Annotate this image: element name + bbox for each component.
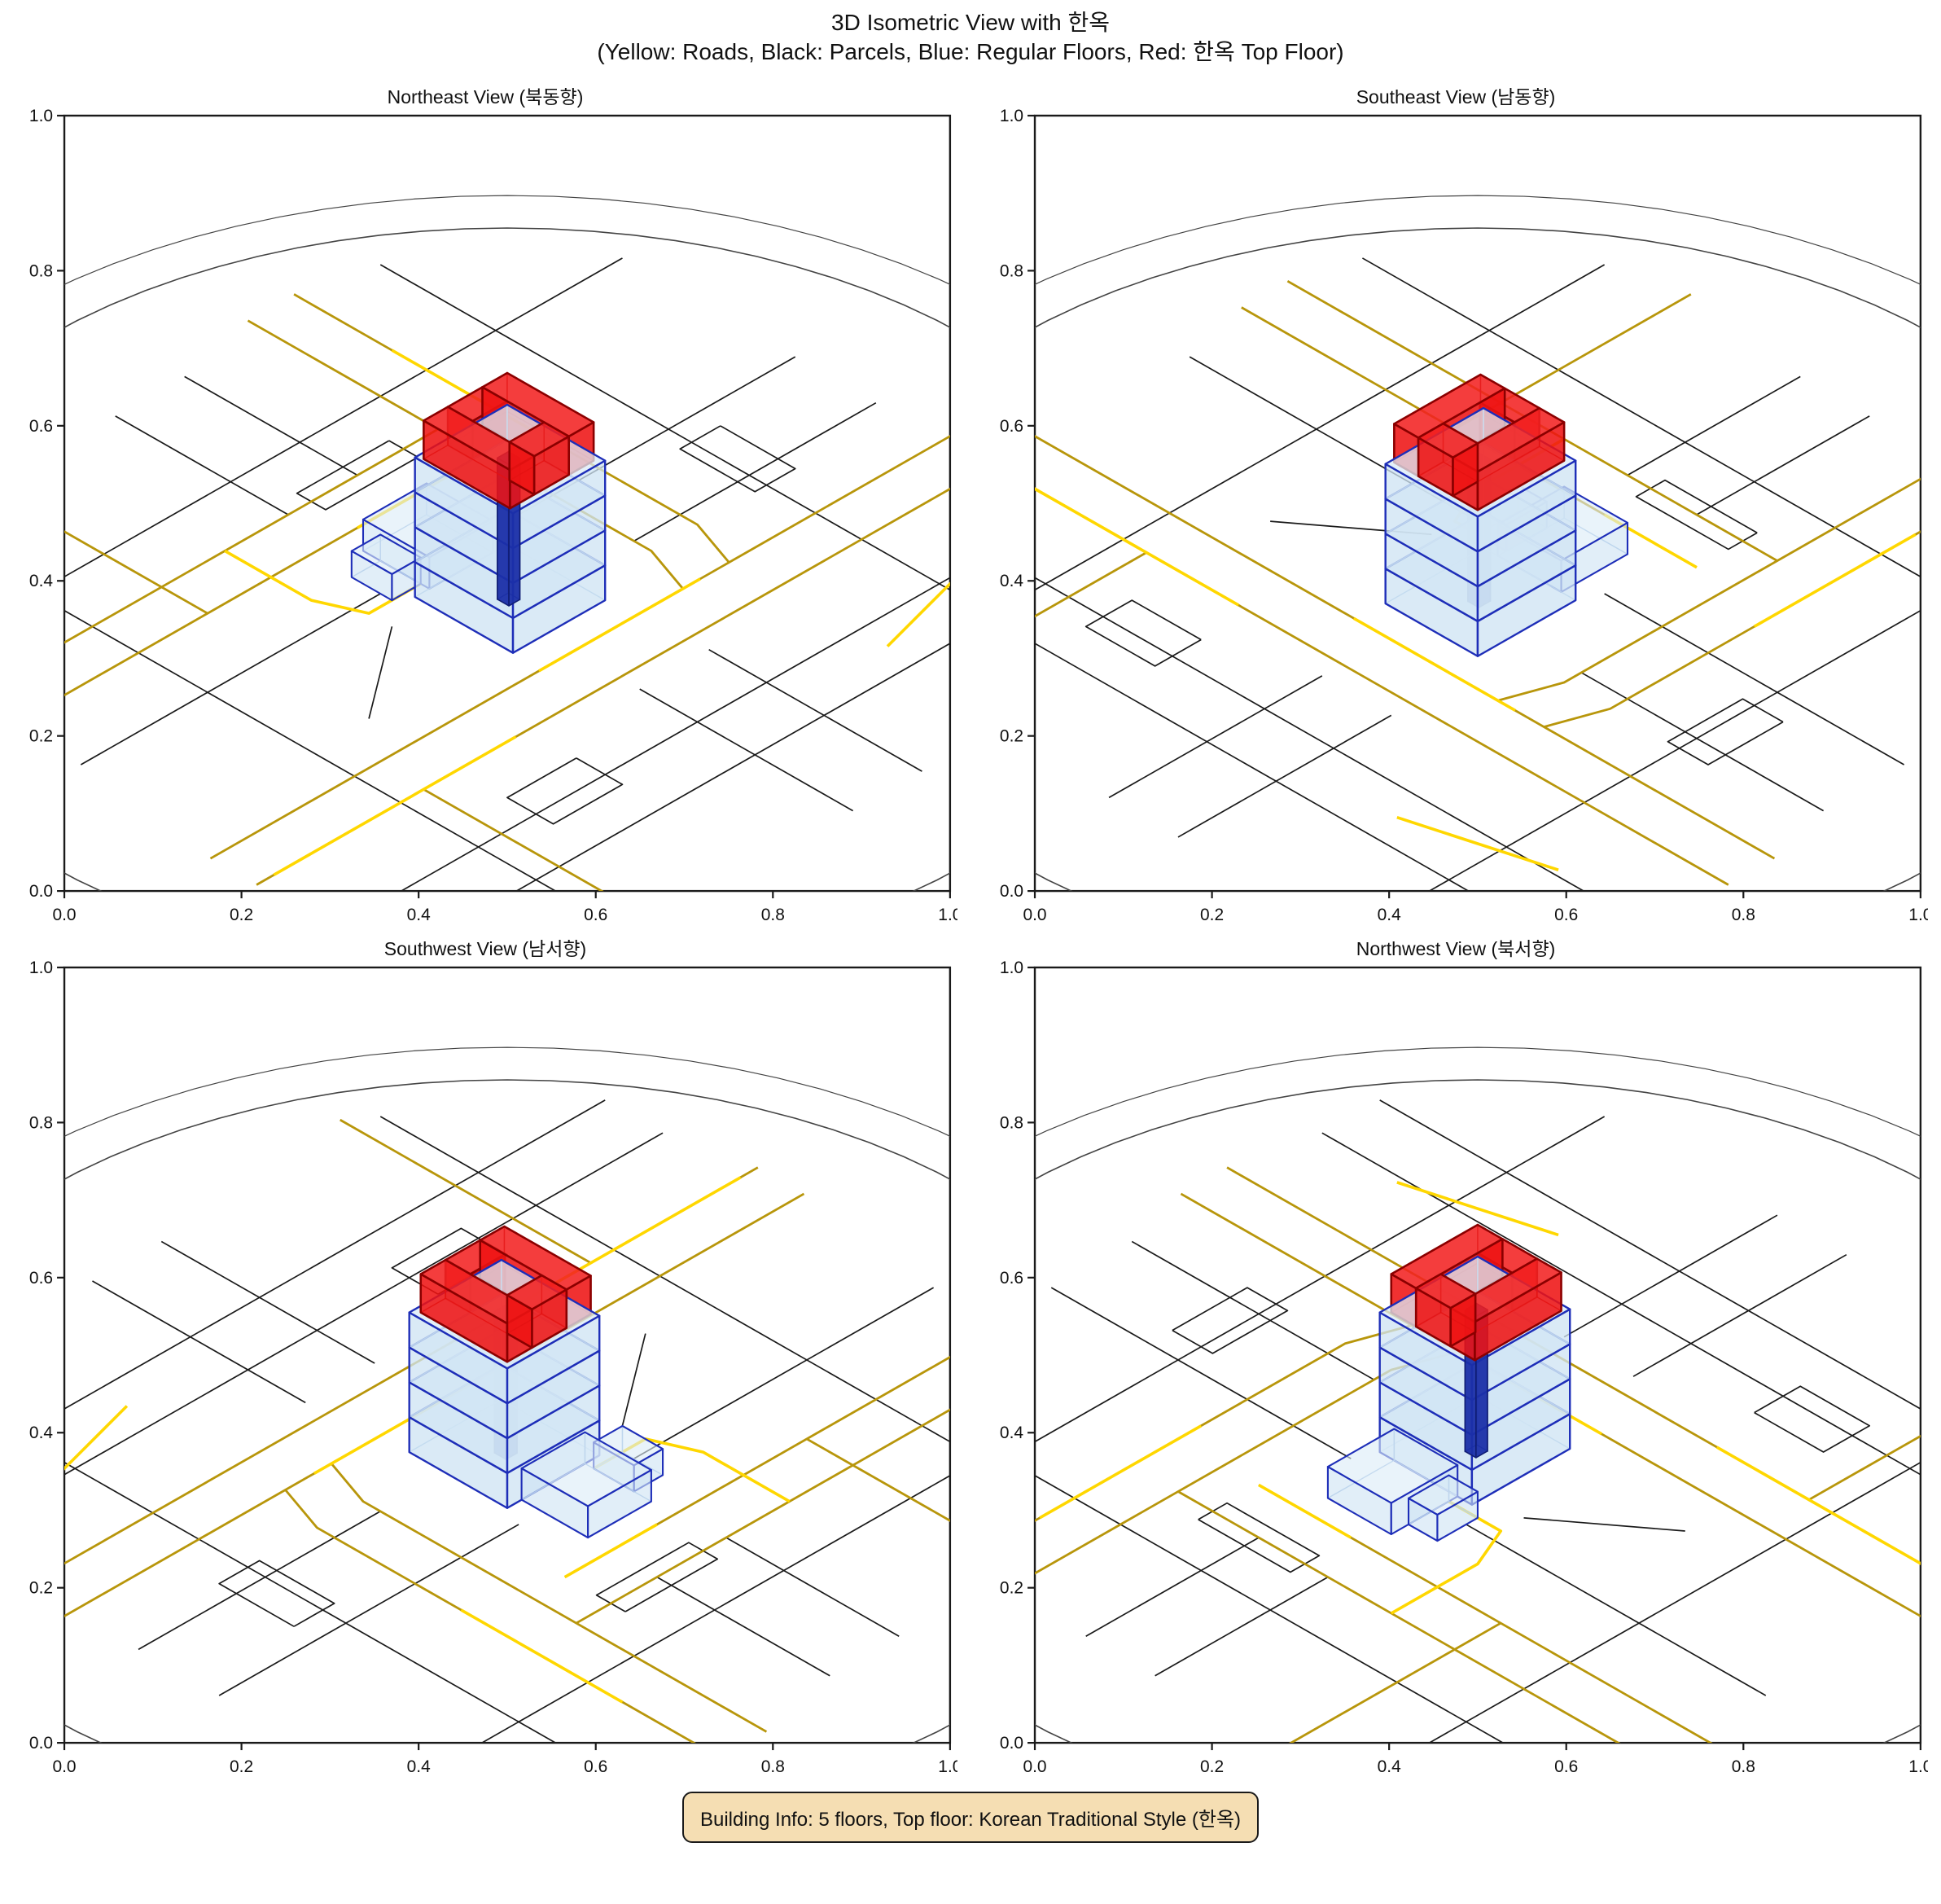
figure-header: 3D Isometric View with 한옥 (Yellow: Roads… [597,0,1343,78]
svg-text:1.0: 1.0 [1908,1757,1928,1776]
subplot-northwest: Northwest View (북서향) 0.0 0.0 0.2 0.2 0.4 0.4 0… [970,930,1941,1782]
svg-text:0.2: 0.2 [1000,1579,1023,1598]
svg-text:0.0: 0.0 [1023,906,1046,924]
svg-text:0.6: 0.6 [584,1757,607,1776]
svg-text:0.8: 0.8 [761,906,785,924]
svg-text:0.6: 0.6 [1554,1757,1578,1776]
svg-text:0.4: 0.4 [407,1757,431,1776]
svg-text:0.8: 0.8 [761,1757,785,1776]
svg-text:0.8: 0.8 [1000,261,1023,280]
plot-northwest: 0.00.0 0.2 0.2 0.4 0.4 0.6 0.6 0.8 0.8 1.0 1.0 [1000,961,1928,1776]
svg-text:0.6: 0.6 [1000,417,1023,436]
svg-text:1.0: 1.0 [29,961,53,977]
svg-text:0.8: 0.8 [29,1113,53,1132]
svg-text:0.0: 0.0 [52,1757,76,1776]
figure-subtitle: (Yellow: Roads, Black: Parcels, Blue: Re… [597,39,1344,65]
svg-text:0.2: 0.2 [230,906,253,924]
svg-text:0.6: 0.6 [584,906,607,924]
svg-text:0.2: 0.2 [1200,1757,1224,1776]
figure-footer: Building Info: 5 floors, Top floor: Kore… [0,1782,1941,1852]
svg-text:0.0: 0.0 [1000,1734,1023,1753]
svg-text:0.6: 0.6 [1000,1269,1023,1288]
svg-text:1.0: 1.0 [938,906,957,924]
svg-text:0.4: 0.4 [1378,1757,1401,1776]
svg-text:1.0: 1.0 [1000,109,1023,125]
subplot-southeast: Southeast View (남동향) 0.0 0.0 0.2 0.2 0.4 0.4 0… [970,78,1941,930]
svg-text:0.4: 0.4 [1378,906,1401,924]
plot-southeast: 0.00.0 0.2 0.2 0.4 0.4 0.6 0.6 0.8 0.8 1.0 1.0 [1000,109,1928,924]
svg-text:0.0: 0.0 [1023,1757,1046,1776]
svg-text:0.0: 0.0 [29,882,53,901]
subplot-southwest: Southwest View (남서향) 0.0 0.0 0.2 0.2 0.4 0.4 0… [0,930,970,1782]
svg-text:0.0: 0.0 [29,1734,53,1753]
svg-text:0.2: 0.2 [29,727,53,746]
figure-title: 3D Isometric View with 한옥 [831,10,1110,35]
subplot-title-northwest: Northwest View (북서향) [1356,938,1556,959]
svg-text:0.4: 0.4 [1000,1424,1023,1442]
svg-text:0.4: 0.4 [29,572,53,590]
svg-text:0.6: 0.6 [29,1269,53,1288]
building-info-box: Building Info: 5 floors, Top floor: Kore… [681,1791,1260,1843]
svg-text:0.2: 0.2 [1000,727,1023,746]
svg-text:0.8: 0.8 [1732,1757,1755,1776]
subplot-title-southeast: Southeast View (남동향) [1356,86,1556,107]
svg-text:0.2: 0.2 [230,1757,253,1776]
plot-southwest: 0.0 0.0 0.2 0.2 0.4 0.4 0.6 0.6 0.8 0.8 1.0 1.0 [29,961,957,1776]
subplot-title-northeast: Northeast View (북동향) [387,86,584,107]
svg-text:0.2: 0.2 [1200,906,1224,924]
plot-northeast: 0.0 0.0 0.2 0.2 0.4 0.4 0.6 0.6 0.8 0.8 1.0 1.0 [29,109,957,924]
svg-text:1.0: 1.0 [938,1757,957,1776]
svg-text:1.0: 1.0 [1908,906,1928,924]
svg-text:0.6: 0.6 [1554,906,1578,924]
svg-text:0.0: 0.0 [1000,882,1023,901]
svg-text:0.2: 0.2 [29,1579,53,1598]
svg-text:1.0: 1.0 [1000,961,1023,977]
svg-text:0.8: 0.8 [1732,906,1755,924]
subplot-northeast: Northeast View (북동향) 0.0 0.0 0.2 0.2 0.4 0.4 0… [0,78,970,930]
svg-text:0.6: 0.6 [29,417,53,436]
svg-text:0.8: 0.8 [1000,1113,1023,1132]
svg-text:1.0: 1.0 [29,109,53,125]
subplot-title-southwest: Southwest View (남서향) [383,938,587,959]
svg-text:0.4: 0.4 [1000,572,1023,590]
svg-text:0.0: 0.0 [52,906,76,924]
svg-text:0.4: 0.4 [407,906,431,924]
svg-text:0.4: 0.4 [29,1424,53,1442]
svg-text:0.8: 0.8 [29,261,53,280]
subplot-grid: Northeast View (북동향) 0.0 0.0 0.2 0.2 0.4 0.4 0… [0,78,1941,1782]
